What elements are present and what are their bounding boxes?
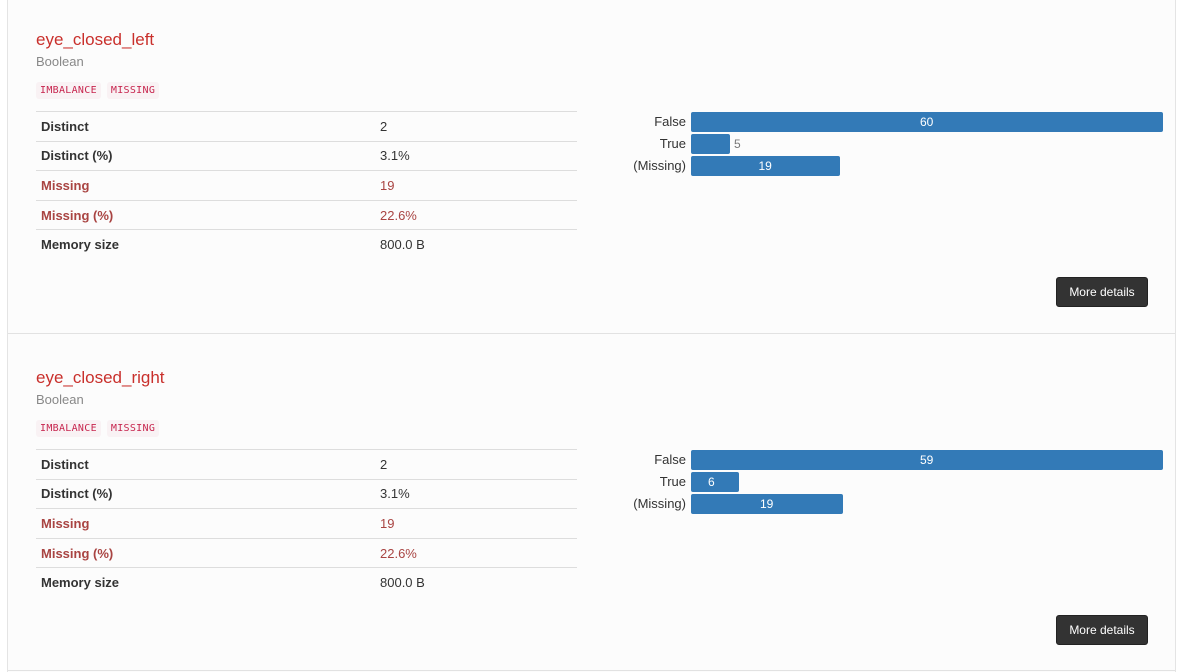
stat-value: 19	[375, 170, 577, 201]
bar-value-label: 60	[920, 115, 934, 129]
bar-category-label: True	[659, 136, 686, 151]
stat-label: Missing (%)	[36, 199, 375, 230]
stat-label: Distinct	[36, 111, 375, 142]
variable-type: Boolean	[36, 392, 84, 407]
table-row: Distinct (%) 3.1%	[36, 140, 577, 171]
bar-row: False 60	[608, 112, 1168, 132]
bar	[691, 494, 843, 514]
frequency-chart: False 60 True 5 (Missing) 19	[608, 108, 1168, 188]
stat-value: 3.1%	[375, 140, 577, 171]
bar	[691, 112, 1163, 132]
bar	[691, 156, 840, 176]
stat-value: 3.1%	[375, 478, 577, 509]
stat-value: 22.6%	[375, 199, 577, 230]
table-row: Memory size 800.0 B	[36, 567, 577, 598]
stat-value: 2	[375, 111, 577, 142]
missing-badge: MISSING	[106, 82, 160, 99]
bar-category-label: False	[654, 452, 686, 467]
stat-value: 22.6%	[375, 537, 577, 568]
variable-name[interactable]: eye_closed_right	[36, 368, 165, 387]
stat-label: Distinct	[36, 449, 375, 480]
bar-value-label: 19	[758, 159, 772, 173]
stat-label: Distinct (%)	[36, 478, 375, 509]
table-row: Memory size 800.0 B	[36, 229, 577, 260]
table-row: Distinct 2	[36, 449, 577, 480]
stat-value: 800.0 B	[375, 229, 577, 260]
imbalance-badge: IMBALANCE	[36, 82, 101, 99]
stat-value: 800.0 B	[375, 567, 577, 598]
table-row: Distinct (%) 3.1%	[36, 478, 577, 509]
bar-row: False 59	[608, 450, 1168, 470]
bar-row: (Missing) 19	[608, 156, 1168, 176]
bar-row: (Missing) 19	[608, 494, 1168, 514]
stat-value: 2	[375, 449, 577, 480]
stat-label: Missing (%)	[36, 537, 375, 568]
bar-category-label: True	[659, 474, 686, 489]
bar-value-label: 6	[708, 475, 715, 489]
bar-row: True 6	[608, 472, 1168, 492]
bar-row: True 5	[608, 134, 1168, 154]
badge-list: IMBALANCE MISSING	[36, 420, 160, 437]
bar-value-label: 5	[734, 137, 741, 151]
table-row: Distinct 2	[36, 111, 577, 142]
bar-value-label: 59	[920, 453, 934, 467]
table-row: Missing (%) 22.6%	[36, 537, 577, 568]
stat-value: 19	[375, 508, 577, 539]
bar	[691, 472, 739, 492]
badge-list: IMBALANCE MISSING	[36, 82, 160, 99]
imbalance-badge: IMBALANCE	[36, 420, 101, 437]
table-row: Missing 19	[36, 508, 577, 539]
stats-table: Distinct 2 Distinct (%) 3.1% Missing 19 …	[36, 449, 577, 598]
variables-container: eye_closed_left Boolean IMBALANCE MISSIN…	[7, 0, 1176, 672]
bar-value-label: 19	[760, 497, 774, 511]
bar-category-label: False	[654, 114, 686, 129]
frequency-chart: False 59 True 6 (Missing) 19	[608, 446, 1168, 526]
stat-label: Memory size	[36, 229, 375, 260]
table-row: Missing 19	[36, 170, 577, 201]
stat-label: Memory size	[36, 567, 375, 598]
bar	[691, 450, 1163, 470]
variable-section: eye_closed_right Boolean IMBALANCE MISSI…	[8, 338, 1175, 671]
missing-badge: MISSING	[106, 420, 160, 437]
variable-type: Boolean	[36, 54, 84, 69]
variable-section: eye_closed_left Boolean IMBALANCE MISSIN…	[8, 0, 1175, 334]
table-row: Missing (%) 22.6%	[36, 199, 577, 230]
stat-label: Missing	[36, 170, 375, 201]
stat-label: Missing	[36, 508, 375, 539]
bar-category-label: (Missing)	[633, 496, 686, 511]
variable-name[interactable]: eye_closed_left	[36, 30, 155, 49]
bar-category-label: (Missing)	[633, 158, 686, 173]
more-details-button[interactable]: More details	[1056, 277, 1148, 307]
stat-label: Distinct (%)	[36, 140, 375, 171]
stats-table: Distinct 2 Distinct (%) 3.1% Missing 19 …	[36, 111, 577, 260]
bar	[691, 134, 730, 154]
more-details-button[interactable]: More details	[1056, 615, 1148, 645]
